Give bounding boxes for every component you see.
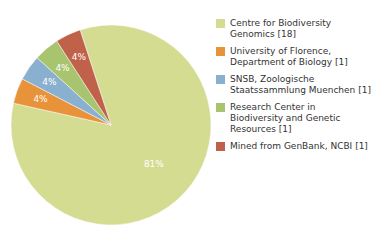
- html-text:Research Center in Biodiversit: Research Center in Biodiversity and Gene…: [230, 102, 341, 134]
- svg-text:4%: 4%: [55, 63, 70, 73]
- html-text:Centre for Biodiversity Genomi: Centre for Biodiversity Genomics [18]: [230, 18, 332, 39]
- html-text:University of Florence, Depart: University of Florence, Department of Bi…: [230, 46, 348, 67]
- svg-text:81%: 81%: [144, 159, 164, 169]
- svg-text:4%: 4%: [42, 77, 57, 87]
- html-text:SNSB, Zoologische Staatssammlu: SNSB, Zoologische Staatssammlung Muenche…: [230, 74, 371, 95]
- html-text:Mined from GenBank, NCBI [1]: Mined from GenBank, NCBI [1]: [230, 141, 368, 151]
- svg-text:4%: 4%: [33, 94, 48, 104]
- svg-text:4%: 4%: [72, 52, 87, 62]
